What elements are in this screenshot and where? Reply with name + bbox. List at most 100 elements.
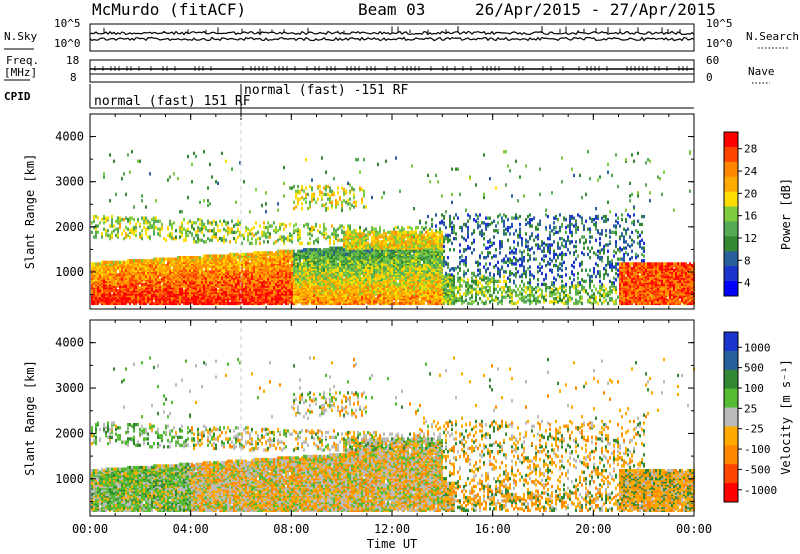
heatmap-cell xyxy=(169,290,171,294)
heatmap-cell xyxy=(311,225,313,230)
heatmap-cell xyxy=(173,262,175,266)
heatmap-cell xyxy=(337,276,339,280)
heatmap-cell xyxy=(309,241,311,245)
heatmap-cell xyxy=(297,249,299,253)
heatmap-cell xyxy=(325,188,327,192)
heatmap-cell xyxy=(227,270,229,274)
heatmap-cell xyxy=(359,225,361,230)
heatmap-cell xyxy=(321,297,323,301)
cpid-label: CPID xyxy=(4,90,31,103)
heatmap-cell xyxy=(349,183,351,187)
heatmap-cell xyxy=(317,240,319,244)
heatmap-cell xyxy=(237,252,239,257)
heatmap-cell xyxy=(237,219,239,223)
heatmap-cell xyxy=(163,282,165,287)
heatmap-cell xyxy=(247,263,249,268)
heatmap-cell xyxy=(237,235,239,239)
heatmap-cell xyxy=(327,197,329,201)
heatmap-cell xyxy=(97,230,99,234)
heatmap-cell xyxy=(205,254,207,258)
heatmap-cell xyxy=(161,227,163,231)
heatmap-cell xyxy=(189,230,191,234)
heatmap-cell xyxy=(349,227,351,231)
heatmap-cell xyxy=(243,252,245,257)
heatmap-cell xyxy=(233,270,235,274)
heatmap-cell xyxy=(147,219,149,223)
heatmap-cell xyxy=(293,184,295,189)
heatmap-cell xyxy=(207,237,209,241)
heatmap-cell xyxy=(365,238,367,242)
heatmap-cell xyxy=(353,290,355,294)
heatmap-cell xyxy=(135,233,137,238)
heatmap-cell xyxy=(297,202,299,206)
heatmap-cell xyxy=(147,259,149,263)
heatmap-cell xyxy=(309,232,311,236)
heatmap-cell xyxy=(247,298,249,302)
heatmap-cell xyxy=(365,265,367,269)
heatmap-cell xyxy=(355,244,357,249)
heatmap-cell xyxy=(273,265,275,269)
heatmap-cell xyxy=(235,298,237,302)
heatmap-cell xyxy=(111,260,113,264)
heatmap-cell xyxy=(207,219,209,223)
heatmap-cell xyxy=(167,178,169,182)
heatmap-cell xyxy=(325,184,327,189)
heatmap-cell xyxy=(279,222,281,227)
heatmap-cell xyxy=(341,208,343,212)
heatmap-cell xyxy=(363,192,365,197)
heatmap-cell xyxy=(123,218,125,222)
freq-unit-label: [MHz] xyxy=(4,66,38,79)
heatmap-cell xyxy=(201,230,203,234)
heatmap-cell xyxy=(353,237,355,241)
heatmap-cell xyxy=(323,248,325,252)
heatmap-cell xyxy=(187,300,189,304)
heatmap-cell xyxy=(169,257,171,261)
heatmap-cell xyxy=(211,221,213,225)
heatmap-cell xyxy=(353,200,355,204)
heatmap-cell xyxy=(293,259,295,263)
heatmap-cell xyxy=(159,227,161,231)
heatmap-cell xyxy=(349,230,351,234)
heatmap-cell xyxy=(209,270,211,274)
heatmap-cell xyxy=(223,240,225,244)
heatmap-cell xyxy=(111,214,113,219)
heatmap-cell xyxy=(273,252,275,257)
heatmap-cell xyxy=(131,282,133,287)
heatmap-cell xyxy=(301,207,303,211)
heatmap-cell xyxy=(103,214,105,219)
heatmap-cell xyxy=(95,278,97,282)
heatmap-cell xyxy=(223,235,225,239)
heatmap-cell xyxy=(141,259,143,263)
heatmap-cell xyxy=(343,252,345,257)
heatmap-cell xyxy=(243,287,245,291)
heatmap-cell xyxy=(131,216,133,220)
heatmap-cell xyxy=(311,274,313,279)
heatmap-cell xyxy=(135,259,137,263)
heatmap-cell xyxy=(307,225,309,230)
heatmap-cell xyxy=(345,290,347,294)
heatmap-cell xyxy=(187,263,189,268)
heatmap-cell xyxy=(343,230,345,234)
heatmap-cell xyxy=(145,227,147,231)
heatmap-cell xyxy=(227,298,229,302)
heatmap-cell xyxy=(263,225,265,230)
heatmap-cell xyxy=(127,227,129,231)
heatmap-cell xyxy=(163,257,165,261)
heatmap-cell xyxy=(135,222,137,227)
heatmap-cell xyxy=(353,252,355,257)
heatmap-cell xyxy=(293,207,295,211)
heatmap-cell xyxy=(141,300,143,304)
heatmap-cell xyxy=(313,248,315,252)
heatmap-cell xyxy=(211,254,213,258)
heatmap-cell xyxy=(301,278,303,282)
heatmap-cell xyxy=(347,227,349,231)
heatmap-cell xyxy=(165,279,167,283)
heatmap-cell xyxy=(149,172,151,176)
heatmap-cell xyxy=(209,238,211,242)
heatmap-cell xyxy=(265,251,267,255)
heatmap-cell xyxy=(211,270,213,274)
heatmap-cell xyxy=(283,257,285,261)
heatmap-cell xyxy=(155,257,157,261)
heatmap-cell xyxy=(117,216,119,220)
heatmap-cell xyxy=(159,300,161,304)
